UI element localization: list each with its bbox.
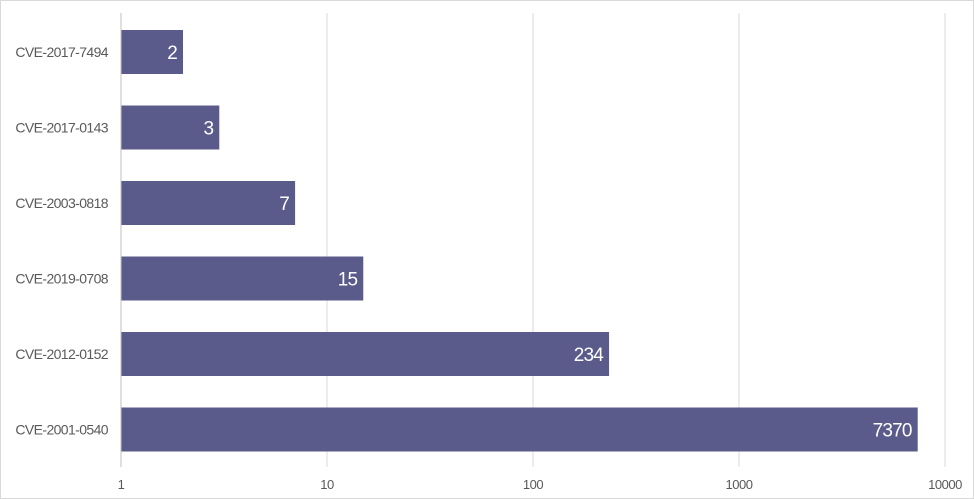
- data-label: 15: [338, 270, 358, 291]
- category-label: CVE-2012-0152: [15, 346, 108, 362]
- bar-CVE-2019-0708: [121, 256, 364, 301]
- x-tick-label: 1: [118, 477, 125, 492]
- category-label: CVE-2017-0143: [15, 120, 108, 136]
- bars: 2 3 7 15 234 7370: [121, 30, 918, 452]
- bar-CVE-2017-0143: [121, 105, 220, 150]
- category-label: CVE-2017-7494: [15, 44, 108, 60]
- x-tick-label: 10: [320, 477, 334, 492]
- category-labels: CVE-2017-7494 CVE-2017-0143 CVE-2003-0818 C…: [15, 44, 109, 438]
- data-label: 3: [204, 119, 214, 140]
- category-label: CVE-2001-0540: [15, 422, 108, 438]
- bar-CVE-2012-0152: [121, 332, 610, 376]
- category-label: CVE-2003-0818: [15, 195, 108, 211]
- bar-CVE-2003-0818: [121, 181, 296, 225]
- category-label: CVE-2019-0708: [15, 271, 108, 287]
- x-tick-label: 100: [523, 477, 543, 492]
- x-tick-label: 10000: [928, 477, 962, 492]
- data-label: 7370: [873, 421, 912, 442]
- data-label: 7: [279, 194, 289, 215]
- data-label: 234: [574, 345, 605, 366]
- x-tick-label: 1000: [726, 477, 753, 492]
- data-label: 2: [167, 43, 177, 64]
- gridlines: [120, 13, 946, 467]
- bar-CVE-2017-7494: [121, 30, 184, 74]
- bar-CVE-2001-0540: [121, 407, 918, 452]
- x-axis-tick-labels: 1 10 100 1000 10000: [118, 477, 963, 492]
